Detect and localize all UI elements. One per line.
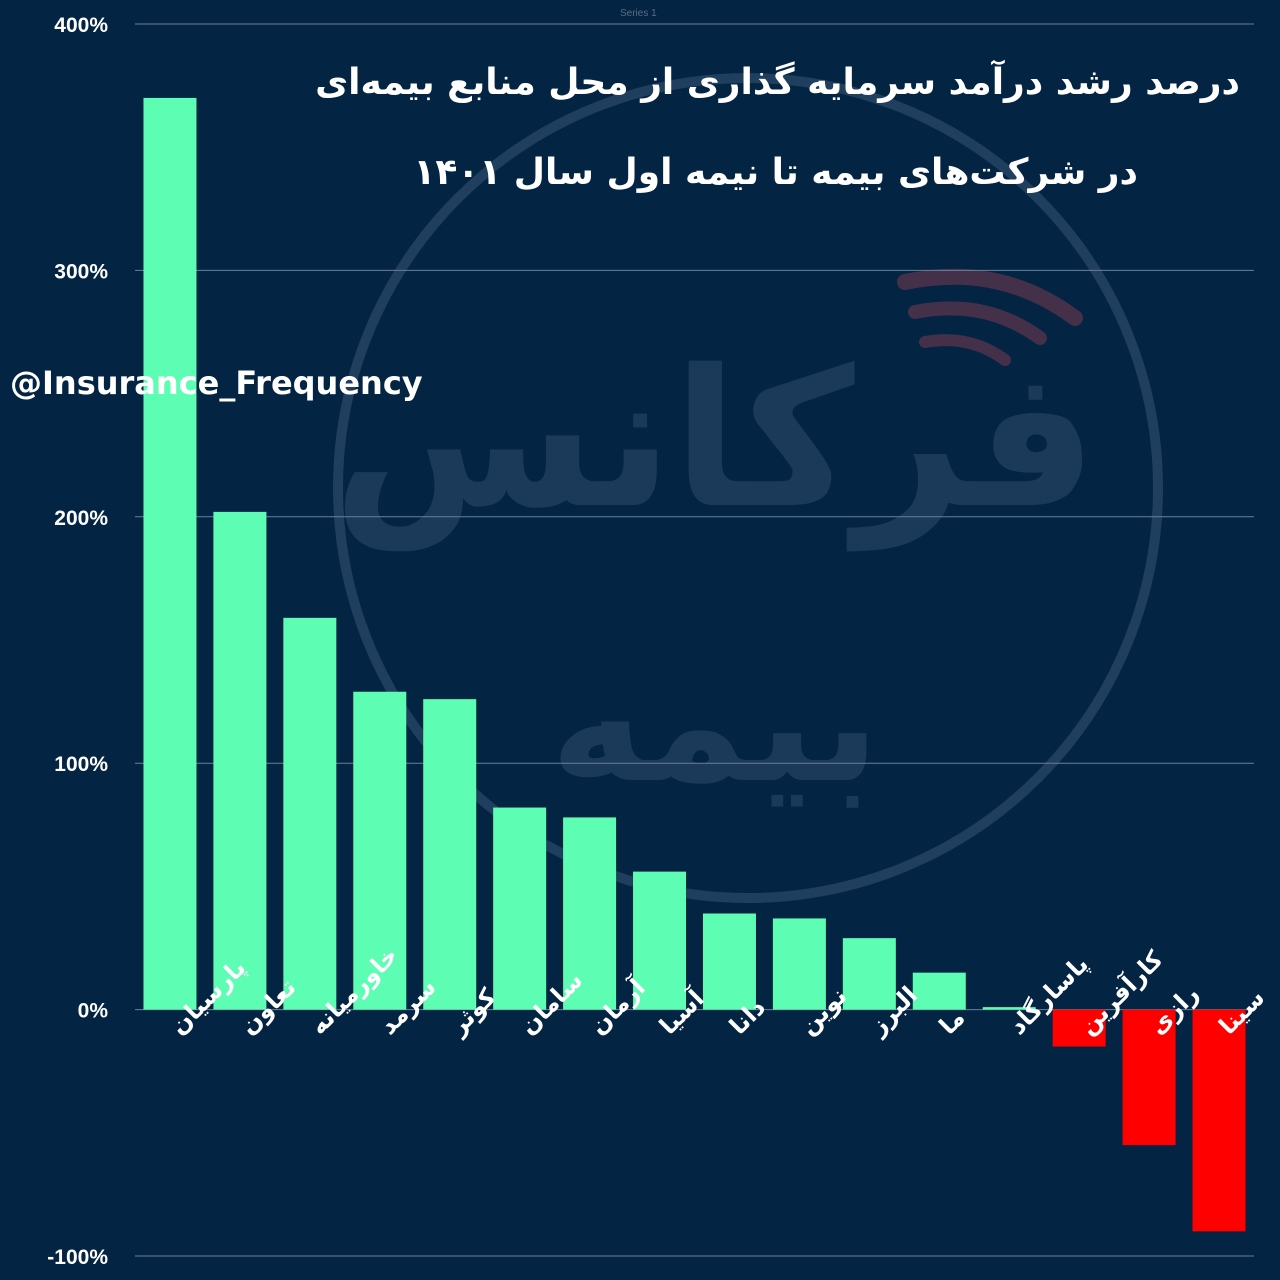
- bar: [772, 918, 826, 1010]
- bar: [1192, 1009, 1246, 1232]
- signal-arc-icon: [897, 268, 1083, 326]
- bar: [1122, 1009, 1176, 1146]
- y-tick-label: 400%: [54, 14, 108, 37]
- bar: [912, 972, 966, 1010]
- bar: [493, 807, 547, 1010]
- y-tick-label: 200%: [54, 507, 108, 530]
- bars: [143, 97, 1246, 1232]
- bar: [563, 817, 617, 1010]
- bar: [353, 691, 407, 1010]
- chart-title-line-2: در شرکت‌های بیمه تا نیمه اول سال ۱۴۰۱: [413, 152, 1138, 193]
- y-tick-label: 100%: [54, 753, 108, 776]
- bar: [982, 1007, 1036, 1010]
- bar: [1052, 1009, 1106, 1047]
- y-axis-ticks: -100% 0% 100% 200% 300% 400%: [47, 14, 108, 1269]
- bar: [143, 97, 197, 1010]
- bar: [283, 617, 337, 1010]
- y-tick-label: 0%: [78, 1000, 109, 1023]
- bar: [633, 871, 687, 1010]
- chart-title-line-1: درصد رشد درآمد سرمایه گذاری از محل منابع…: [315, 62, 1240, 103]
- watermark-logo: فرکانس بیمه: [333, 73, 1163, 903]
- bar: [702, 913, 756, 1010]
- watermark-word-1: فرکانس: [333, 329, 1097, 552]
- watermark-word-2: بیمه: [550, 631, 880, 818]
- y-tick-label: -100%: [47, 1246, 108, 1269]
- bar: [213, 511, 267, 1010]
- bar: [423, 699, 477, 1010]
- y-tick-label: 300%: [54, 260, 108, 283]
- channel-handle: @Insurance_Frequency: [10, 364, 423, 402]
- series-label: Series 1: [620, 8, 657, 19]
- bar: [842, 938, 896, 1010]
